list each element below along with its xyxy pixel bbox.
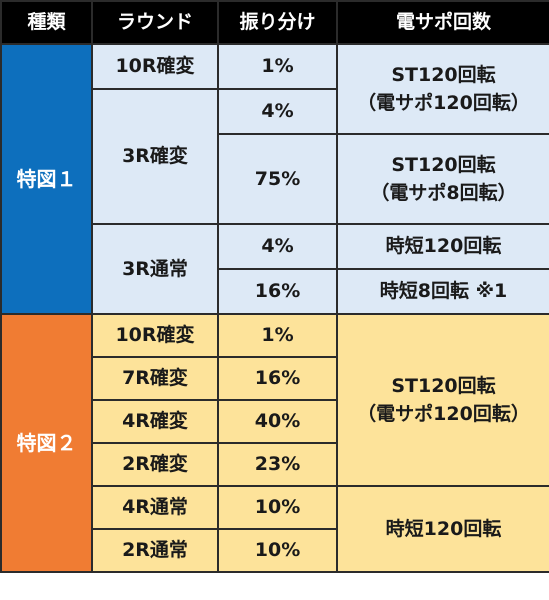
- support-cell: 時短120回転: [336, 223, 549, 270]
- header-row: 種類 ラウンド 振り分け 電サポ回数: [0, 0, 549, 45]
- pct-cell: 4%: [217, 88, 338, 135]
- header-support-count: 電サポ回数: [336, 0, 549, 45]
- support-line: ST120回転: [391, 374, 496, 397]
- support-cell: ST120回転 （電サポ8回転）: [336, 133, 549, 225]
- table-row: 2R通常 10%: [1, 528, 549, 573]
- round-cell: 10R確変: [91, 43, 219, 90]
- round-cell: 3R通常: [91, 223, 219, 315]
- round-cell: 10R確変: [91, 313, 219, 358]
- round-cell: 7R確変: [91, 356, 219, 401]
- pct-cell: 40%: [217, 399, 338, 444]
- support-cell: 時短8回転 ※1: [336, 268, 549, 315]
- support-line: ST120回転: [391, 153, 496, 176]
- table-row: 2R確変 23%: [1, 442, 549, 487]
- pct-cell: 10%: [217, 485, 338, 530]
- special1-label: 特図１: [0, 43, 93, 315]
- round-cell: 4R通常: [91, 485, 219, 530]
- special2-label: 特図２: [0, 313, 93, 573]
- round-cell: 4R確変: [91, 399, 219, 444]
- round-cell: 2R確変: [91, 442, 219, 487]
- round-cell: 3R確変: [91, 88, 219, 225]
- support-line: （電サポ120回転）: [357, 403, 530, 425]
- table-row: 7R確変 16%: [1, 356, 549, 401]
- support-line: （電サポ8回転）: [370, 182, 517, 204]
- header-type: 種類: [0, 0, 93, 45]
- support-line: ST120回転: [391, 63, 496, 86]
- pct-cell: 75%: [217, 133, 338, 225]
- table-row: 3R通常 4% 時短120回転: [1, 223, 549, 315]
- header-distribution: 振り分け: [217, 0, 338, 45]
- pct-cell: 1%: [217, 43, 338, 90]
- table-row: 特図１ 10R確変 1% ST120回転 （電サポ120回転）: [0, 43, 549, 315]
- support-cell: ST120回転 （電サポ120回転）: [336, 43, 549, 135]
- pct-cell: 10%: [217, 528, 338, 573]
- support-cell: ST120回転 （電サポ120回転）: [336, 313, 549, 487]
- table-row: 4R確変 40%: [1, 399, 549, 444]
- round-cell: 2R通常: [91, 528, 219, 573]
- table-row: 4R通常 10% 時短120回転: [1, 485, 549, 573]
- support-line: （電サポ120回転）: [357, 92, 530, 114]
- support-cell: 時短120回転: [336, 485, 549, 573]
- pct-cell: 23%: [217, 442, 338, 487]
- table-row: 75% ST120回転 （電サポ8回転）: [1, 133, 549, 225]
- table-row: 特図２ 10R確変 1% ST120回転 （電サポ120回転）: [0, 313, 549, 573]
- table-row: 3R確変 4%: [1, 88, 549, 225]
- payout-table: 種類 ラウンド 振り分け 電サポ回数 特図１ 10R確変 1% ST120回転 …: [0, 0, 549, 573]
- pct-cell: 4%: [217, 223, 338, 270]
- pct-cell: 16%: [217, 268, 338, 315]
- table-row: 16% 時短8回転 ※1: [1, 268, 549, 315]
- pct-cell: 1%: [217, 313, 338, 358]
- header-round: ラウンド: [91, 0, 219, 45]
- pct-cell: 16%: [217, 356, 338, 401]
